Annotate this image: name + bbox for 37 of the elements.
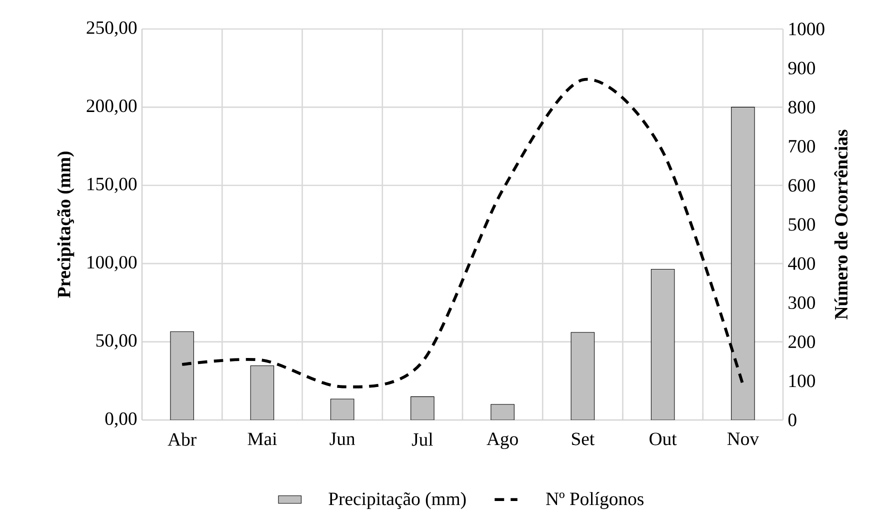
x-tick-label: Ago [486, 432, 518, 450]
y-tick-label: 250,00 [86, 21, 137, 37]
bar [490, 404, 514, 420]
legend-label: Precipitação (mm) [328, 492, 466, 509]
x-tick-label: Mai [248, 432, 277, 446]
y2-tick-label: 500 [788, 218, 815, 231]
y2-tick-label: 300 [788, 296, 815, 309]
bar [330, 398, 354, 420]
y2-axis-title: Número de Ocorrências [834, 130, 848, 320]
x-tick-label: Abr [168, 432, 196, 446]
y-tick-label: 150,00 [88, 178, 137, 194]
y2-tick-label: 900 [788, 62, 815, 74]
x-tick-label: Jul [412, 432, 433, 446]
y-tick-label: 200,00 [86, 100, 137, 115]
x-tick-label: Jun [330, 432, 356, 446]
y2-tick-label: 100 [789, 374, 815, 388]
y2-tick-label: 1000 [789, 22, 824, 36]
bar [410, 396, 434, 420]
y-axis-title: Precipitação (mm) [57, 152, 74, 298]
legend-label: Nº Polígonos [546, 492, 644, 510]
x-tick-label: Set [572, 432, 595, 446]
y2-tick-label: 600 [788, 179, 815, 192]
y-tick-label: 50,00 [96, 334, 137, 350]
x-tick-label: Nov [727, 432, 760, 446]
bar [570, 332, 595, 420]
y2-tick-label: 0 [788, 414, 796, 426]
bar [250, 365, 274, 420]
y-tick-label: 0,00 [105, 412, 137, 428]
bar [650, 268, 675, 420]
y-tick-label: 100,00 [88, 256, 137, 272]
y2-tick-label: 700 [788, 140, 815, 153]
bar [170, 331, 194, 420]
bar [731, 106, 755, 420]
y2-tick-label: 400 [788, 257, 815, 270]
y2-tick-label: 200 [788, 335, 815, 348]
y2-tick-label: 800 [788, 100, 815, 114]
x-tick-label: Out [650, 432, 677, 446]
